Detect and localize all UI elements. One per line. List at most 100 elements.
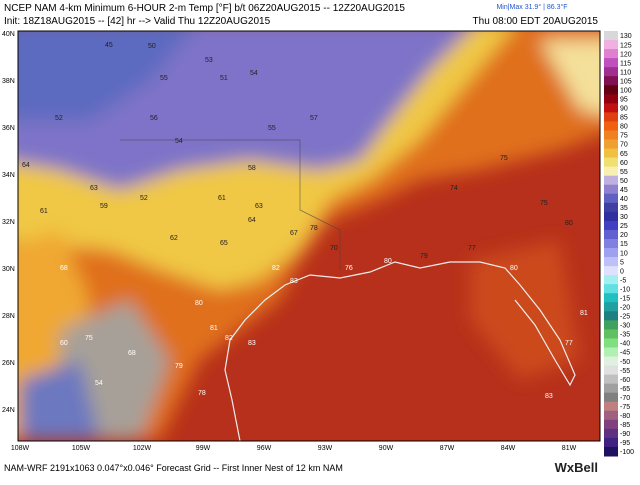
colorbar-swatch xyxy=(604,94,618,104)
latitude-label: 38N xyxy=(2,78,15,85)
colorbar-label: -80 xyxy=(620,413,630,420)
station-value: 75 xyxy=(540,200,548,207)
station-value: 82 xyxy=(272,265,280,272)
station-value: 60 xyxy=(60,340,68,347)
station-value: 75 xyxy=(500,155,508,162)
station-value: 53 xyxy=(205,57,213,64)
colorbar-label: 100 xyxy=(620,87,632,94)
colorbar-swatch xyxy=(604,193,618,204)
colorbar-label: 20 xyxy=(620,232,628,239)
colorbar-label: 25 xyxy=(620,223,628,230)
colorbar-swatch xyxy=(604,275,618,285)
colorbar-swatch xyxy=(604,148,618,159)
colorbar-label: 115 xyxy=(620,60,631,67)
longitude-label: 105W xyxy=(72,445,91,452)
colorbar-label: 110 xyxy=(620,69,631,76)
colorbar-label: 70 xyxy=(620,142,628,149)
colorbar-label: 125 xyxy=(620,42,632,49)
colorbar-label: 90 xyxy=(620,106,628,113)
station-value: 61 xyxy=(218,195,226,202)
colorbar-swatch xyxy=(604,157,618,168)
station-value: 64 xyxy=(22,162,30,169)
station-value: 80 xyxy=(195,300,203,307)
station-value: 63 xyxy=(90,185,98,192)
colorbar-swatch xyxy=(604,302,618,312)
colorbar-label: 30 xyxy=(620,214,628,221)
colorbar-label: 80 xyxy=(620,124,628,131)
latitude-label: 34N xyxy=(2,172,15,179)
latitude-label: 36N xyxy=(2,125,15,132)
station-value: 55 xyxy=(160,75,168,82)
colorbar-swatch xyxy=(604,220,618,231)
colorbar-swatch xyxy=(604,76,618,86)
colorbar-swatch xyxy=(604,392,618,403)
latitude-label: 26N xyxy=(2,360,15,367)
station-value: 75 xyxy=(85,335,93,342)
colorbar-label: 60 xyxy=(620,160,628,167)
colorbar-label: 15 xyxy=(620,241,628,248)
colorbar-label: 55 xyxy=(620,169,628,176)
map xyxy=(18,31,600,441)
colorbar-label: -45 xyxy=(620,350,630,357)
colorbar-swatch xyxy=(604,184,618,195)
station-value: 80 xyxy=(384,258,392,265)
longitude-label: 102W xyxy=(133,445,152,452)
station-value: 80 xyxy=(510,265,518,272)
colorbar-label: -35 xyxy=(620,332,630,339)
colorbar-swatch xyxy=(604,202,618,213)
colorbar-swatch xyxy=(604,85,618,95)
longitude-label: 81W xyxy=(562,445,577,452)
colorbar-label: 50 xyxy=(620,178,628,185)
station-value: 54 xyxy=(250,70,258,77)
colorbar-swatch xyxy=(604,40,618,50)
colorbar-label: -40 xyxy=(620,341,630,348)
latitude-label: 24N xyxy=(2,407,15,414)
colorbar-label: -70 xyxy=(620,395,630,402)
colorbar-label: -15 xyxy=(620,295,630,302)
latitude-label: 32N xyxy=(2,219,15,226)
station-value: 55 xyxy=(268,125,276,132)
colorbar-label: -65 xyxy=(620,386,630,393)
colorbar-swatch xyxy=(604,401,618,412)
colorbar-swatch xyxy=(604,103,618,113)
longitude-label: 108W xyxy=(11,445,30,452)
colorbar-swatch xyxy=(604,175,618,186)
header-valid: Thu 08:00 EDT 20AUG2015 xyxy=(473,16,599,27)
station-value: 83 xyxy=(545,393,553,400)
colorbar-swatch xyxy=(604,130,618,141)
station-value: 56 xyxy=(150,115,158,122)
station-value: 76 xyxy=(345,265,353,272)
station-value: 81 xyxy=(580,310,588,317)
station-value: 79 xyxy=(420,253,428,260)
station-value: 68 xyxy=(128,350,136,357)
footer-grid: NAM-WRF 2191x1063 0.047°x0.046° Forecast… xyxy=(4,463,343,473)
latitude-label: 28N xyxy=(2,313,15,320)
colorbar-swatch xyxy=(604,356,618,367)
colorbar-swatch xyxy=(604,121,618,131)
logo: WxBell xyxy=(555,460,598,475)
colorbar-label: 75 xyxy=(620,133,628,140)
station-value: 68 xyxy=(60,265,68,272)
colorbar-label: 10 xyxy=(620,250,628,257)
header-init: Init: 18Z18AUG2015 -- [42] hr --> Valid … xyxy=(4,16,271,27)
station-value: 78 xyxy=(310,225,318,232)
colorbar-label: -5 xyxy=(620,277,626,284)
colorbar-swatch xyxy=(604,437,618,448)
header-title: NCEP NAM 4-km Minimum 6-HOUR 2-m Temp [°… xyxy=(4,3,405,14)
colorbar-label: -60 xyxy=(620,377,630,384)
longitude-label: 99W xyxy=(196,445,211,452)
station-value: 57 xyxy=(310,115,318,122)
station-value: 78 xyxy=(198,390,206,397)
colorbar-label: 35 xyxy=(620,205,628,212)
colorbar-label: 45 xyxy=(620,187,628,194)
colorbar-swatch xyxy=(604,419,618,430)
station-value: 65 xyxy=(220,240,228,247)
colorbar-label: 5 xyxy=(620,259,624,266)
station-value: 80 xyxy=(565,220,573,227)
station-value: 64 xyxy=(248,217,256,224)
colorbar-swatch xyxy=(604,329,618,339)
colorbar-swatch xyxy=(604,211,618,222)
colorbar-swatch xyxy=(604,446,618,457)
colorbar-swatch xyxy=(604,338,618,348)
station-value: 54 xyxy=(175,138,183,145)
